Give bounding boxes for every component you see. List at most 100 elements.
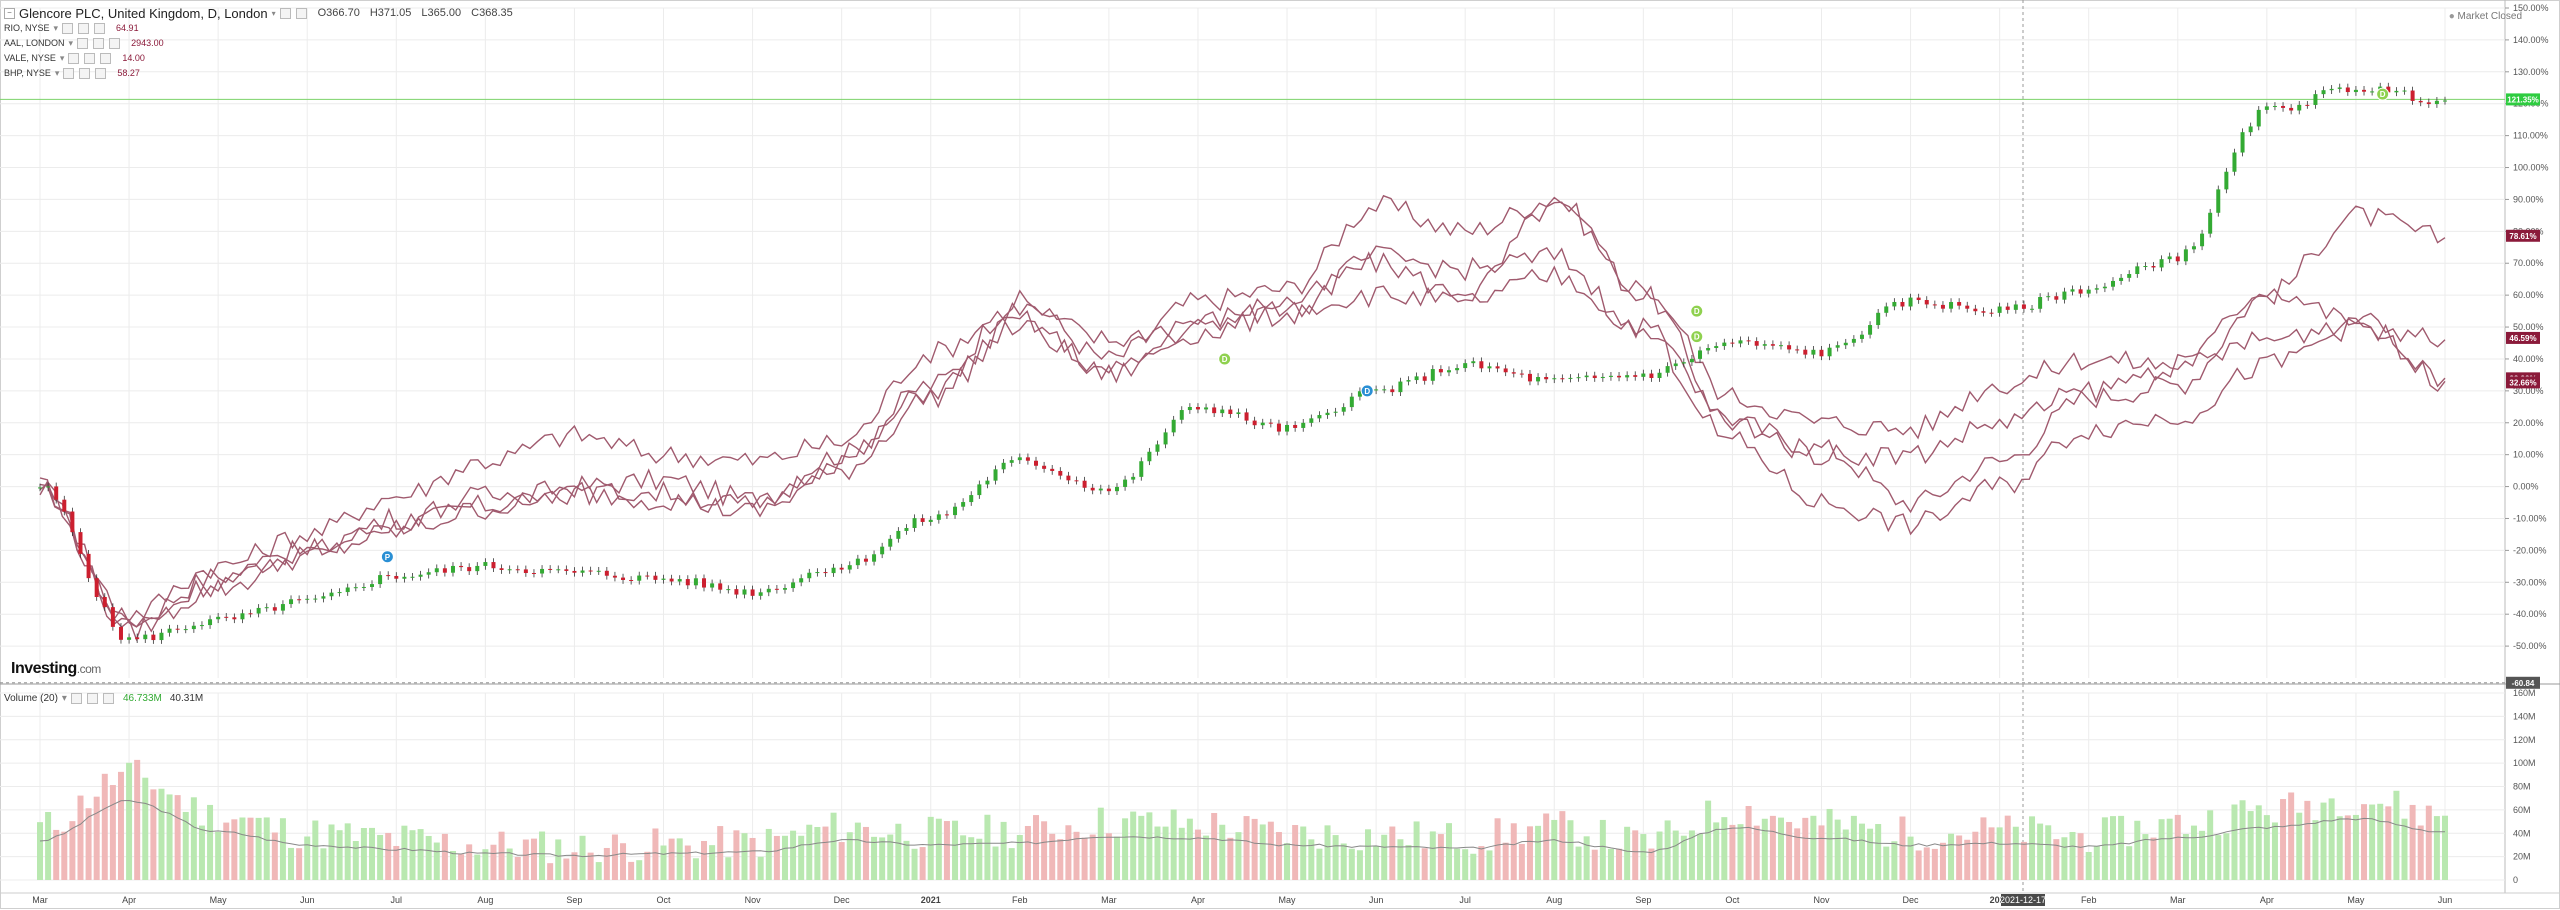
volume-bar (2118, 815, 2125, 880)
time-tick-label: Nov (745, 895, 762, 905)
price-tick-label: 150.00% (2513, 3, 2549, 13)
settings-icon[interactable] (78, 23, 90, 34)
volume-bar (1680, 835, 1687, 880)
volume-bar (1867, 828, 1874, 880)
candle-body (2070, 289, 2075, 292)
settings-icon[interactable] (84, 53, 96, 64)
candle-body (2127, 274, 2132, 278)
candle-body (1892, 301, 1897, 307)
volume-bar (1688, 830, 1695, 880)
candle-body (1746, 340, 1751, 342)
candle-body (1276, 423, 1281, 432)
volume-bar (2377, 803, 2384, 880)
comparison-series-line (39, 265, 2446, 629)
candle-body (985, 480, 990, 485)
volume-bar (1996, 827, 2003, 880)
volume-bar (2109, 816, 2116, 880)
volume-bar (1105, 833, 1112, 880)
close-icon[interactable] (94, 23, 106, 34)
volume-bar (1203, 835, 1210, 880)
candle-body (1204, 407, 1209, 410)
candle-body (434, 568, 439, 573)
close-icon[interactable] (95, 68, 107, 79)
eye-icon[interactable] (63, 68, 75, 79)
close-icon[interactable] (109, 38, 121, 49)
volume-bar (1211, 812, 1218, 880)
candle-body (2418, 100, 2423, 103)
volume-bar (1583, 836, 1590, 880)
dropdown-icon[interactable]: ▾ (61, 693, 67, 704)
candle-body (564, 569, 569, 571)
candle-body (2370, 91, 2375, 93)
volume-bar (1389, 826, 1396, 880)
candle-body (1479, 361, 1484, 369)
volume-bar (1259, 824, 1266, 880)
eye-icon[interactable] (62, 23, 74, 34)
settings-icon[interactable] (79, 68, 91, 79)
volume-bar (2271, 822, 2278, 880)
time-tick-label: Mar (32, 895, 48, 905)
candle-body (410, 576, 415, 578)
volume-bar (2142, 834, 2149, 880)
volume-bar (223, 822, 230, 880)
volume-bar (458, 854, 465, 880)
dropdown-icon[interactable]: ▾ (68, 38, 74, 48)
candle-body (1495, 366, 1500, 369)
volume-bar (1170, 809, 1177, 880)
close-icon[interactable] (102, 693, 114, 704)
settings-icon[interactable] (279, 8, 291, 19)
candle-body (2167, 256, 2172, 260)
collapse-icon[interactable]: − (4, 8, 15, 19)
candle-body (1058, 470, 1063, 476)
volume-bar (960, 835, 967, 880)
candle-body (1600, 376, 1605, 379)
volume-bar (77, 795, 84, 880)
volume-bar (1794, 828, 1801, 880)
volume-bar (781, 835, 788, 880)
price-tick-label: 10.00% (2513, 450, 2544, 460)
dropdown-icon[interactable]: ▾ (53, 23, 59, 33)
dropdown-icon[interactable]: ▾ (54, 68, 60, 78)
candle-body (2078, 289, 2083, 294)
eye-icon[interactable] (77, 38, 89, 49)
volume-bar (117, 771, 124, 880)
volume-bar (1543, 813, 1550, 880)
volume-bar (1980, 817, 1987, 880)
candle-body (2159, 259, 2164, 268)
dropdown-icon[interactable]: ▾ (59, 53, 65, 63)
candle-body (1568, 377, 1573, 379)
volume-bar (401, 825, 408, 880)
candle-body (483, 562, 488, 566)
comparison-value: 58.27 (117, 68, 140, 78)
volume-bar (1786, 821, 1793, 880)
candle-body (1357, 391, 1362, 397)
candle-body (2119, 277, 2124, 281)
close-icon[interactable] (295, 8, 307, 19)
candle-body (944, 514, 949, 516)
candle-body (621, 577, 626, 581)
dropdown-icon[interactable]: ▾ (271, 9, 276, 18)
settings-icon[interactable] (86, 693, 98, 704)
candle-body (936, 514, 941, 520)
time-tick-label: Jun (2438, 895, 2453, 905)
candle-body (1787, 345, 1792, 350)
volume-bar (2288, 792, 2295, 880)
eye-icon[interactable] (68, 53, 80, 64)
candle-body (1341, 407, 1346, 412)
volume-bar (2247, 811, 2254, 880)
settings-icon[interactable] (93, 38, 105, 49)
eye-icon[interactable] (70, 693, 82, 704)
close-value: C368.35 (471, 7, 513, 19)
candle-body (872, 554, 877, 562)
price-value-tag-label: 32.66% (2509, 378, 2536, 387)
candle-body (588, 570, 593, 572)
time-tick-label: Oct (1725, 895, 1740, 905)
volume-bar (2231, 804, 2238, 880)
candle-body (167, 628, 172, 633)
close-icon[interactable] (100, 53, 112, 64)
volume-bar (1939, 842, 1946, 880)
candle-body (1446, 370, 1451, 373)
volume-bar (207, 804, 214, 880)
